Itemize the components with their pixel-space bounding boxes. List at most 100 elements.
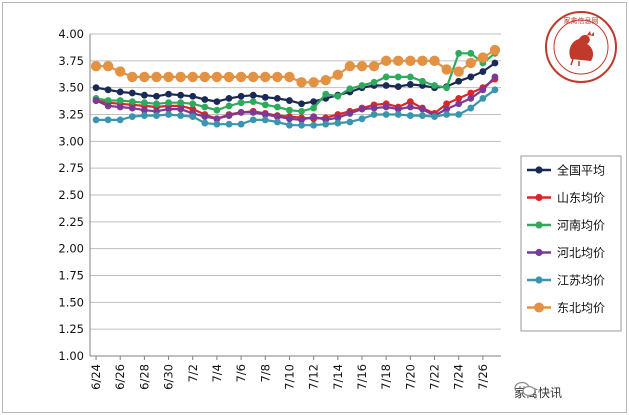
y-tick-label: 2.00: [58, 242, 84, 256]
data-point: [128, 104, 136, 112]
data-point: [211, 71, 223, 83]
data-point: [443, 111, 451, 118]
data-point: [153, 100, 160, 108]
x-tick-label: 7/6: [234, 364, 248, 383]
data-point: [393, 55, 404, 67]
gridlines: [90, 33, 501, 357]
legend-label: 东北均价: [557, 301, 605, 315]
data-point: [358, 115, 366, 123]
data-point: [201, 103, 209, 111]
data-point: [298, 116, 305, 124]
data-point: [467, 89, 475, 97]
data-point: [443, 105, 451, 113]
data-point: [491, 86, 499, 94]
data-point: [356, 61, 368, 72]
data-point: [419, 77, 426, 85]
data-point: [370, 111, 378, 118]
data-point: [213, 106, 221, 114]
data-point: [175, 71, 186, 83]
data-point: [104, 102, 112, 110]
data-point: [165, 105, 172, 113]
data-point: [455, 111, 463, 118]
data-point: [261, 111, 269, 118]
data-point: [298, 107, 305, 115]
data-point: [163, 71, 174, 83]
x-tick-label: 7/18: [379, 364, 393, 390]
data-point: [344, 61, 356, 72]
data-point: [92, 116, 100, 124]
data-point: [116, 97, 124, 104]
data-point: [249, 116, 257, 124]
legend-swatch-marker: [535, 166, 543, 174]
logo-text: 家禽信息网: [564, 16, 599, 25]
data-point: [225, 95, 233, 102]
data-point: [237, 120, 245, 128]
data-point: [272, 71, 283, 83]
x-tick-label: 6/24: [89, 364, 103, 390]
data-point: [139, 71, 150, 83]
data-point: [153, 92, 160, 100]
data-point: [308, 77, 319, 88]
x-axis: 6/24 6/26 6/28 6/30 7/2 7/4 7/6 7/8 7/10 7/12 7/14…: [89, 355, 501, 390]
x-tick-label: 7/8: [258, 364, 272, 383]
data-point: [140, 106, 148, 114]
y-axis: 4.00 3.75 3.50 3.25 3.00 2.75 2.50 2.25 2.00 1.75…: [58, 27, 91, 363]
data-point: [429, 55, 440, 67]
data-point: [368, 61, 380, 72]
data-point: [394, 83, 402, 90]
data-point: [298, 100, 305, 108]
x-tick-label: 7/12: [307, 364, 321, 390]
x-tick-label: 6/30: [162, 364, 176, 390]
rooster-seal-logo: 家禽信息网: [545, 11, 617, 83]
data-point: [332, 69, 344, 80]
data-point: [455, 77, 463, 85]
series-line: [96, 49, 496, 84]
x-tick-label: 7/14: [331, 364, 345, 390]
data-point: [189, 92, 197, 100]
data-point: [284, 71, 295, 83]
data-point: [443, 84, 451, 92]
data-point: [104, 116, 112, 124]
y-tick-label: 2.25: [58, 215, 84, 229]
data-point: [467, 104, 475, 112]
data-point: [370, 78, 378, 86]
legend-item: 江苏均价: [527, 274, 605, 288]
data-point: [286, 115, 293, 123]
data-point: [249, 98, 257, 106]
data-point: [92, 97, 100, 104]
x-tick-label: 7/20: [403, 364, 417, 390]
data-point: [225, 112, 233, 119]
data-point: [455, 95, 463, 102]
data-point: [491, 59, 499, 67]
data-point: [187, 71, 198, 83]
data-point: [477, 52, 489, 63]
data-point: [225, 120, 233, 128]
legend-swatch-marker: [535, 221, 543, 229]
x-tick-label: 7/22: [428, 364, 442, 390]
data-point: [116, 116, 124, 124]
data-point: [249, 108, 257, 116]
data-point: [296, 77, 307, 88]
data-point: [102, 61, 114, 72]
data-point: [273, 118, 281, 126]
series-0: [92, 59, 499, 108]
data-point: [320, 74, 331, 86]
y-tick-label: 3.00: [58, 134, 84, 148]
data-point: [165, 90, 172, 98]
data-point: [177, 91, 185, 99]
data-point: [382, 111, 390, 118]
data-point: [127, 71, 138, 83]
data-point: [394, 73, 402, 81]
data-point: [455, 49, 463, 57]
data-point: [443, 100, 451, 108]
data-point: [140, 99, 148, 107]
y-tick-label: 3.25: [58, 108, 84, 122]
data-point: [140, 91, 148, 99]
data-point: [431, 82, 438, 89]
legend-swatch-marker: [535, 276, 543, 284]
data-point: [382, 73, 390, 81]
x-tick-label: 7/24: [452, 364, 466, 390]
data-point: [225, 102, 233, 110]
data-point: [213, 115, 221, 123]
